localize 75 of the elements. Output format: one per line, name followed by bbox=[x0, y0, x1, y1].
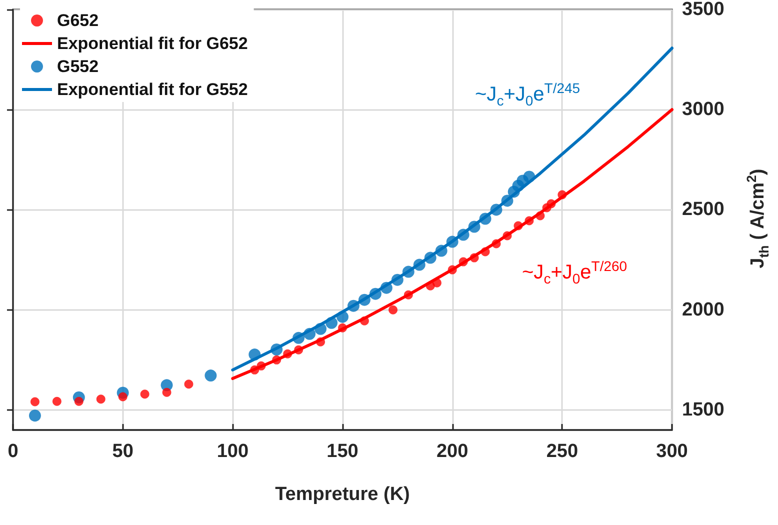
point bbox=[256, 361, 266, 370]
point bbox=[118, 392, 128, 402]
point bbox=[402, 266, 414, 278]
point bbox=[30, 397, 40, 406]
point bbox=[413, 258, 426, 271]
point bbox=[523, 170, 536, 183]
point bbox=[283, 349, 292, 358]
y-tick-label: 1500 bbox=[682, 399, 724, 420]
point bbox=[292, 332, 305, 344]
point bbox=[347, 300, 360, 312]
point bbox=[524, 216, 534, 226]
annotation: ~J$_{c}$+J$_{0}$e$^{T/245}$ bbox=[475, 80, 580, 109]
x-tick-label: 300 bbox=[656, 441, 688, 462]
point bbox=[304, 328, 316, 340]
point bbox=[446, 236, 458, 248]
point bbox=[162, 388, 172, 397]
point bbox=[338, 323, 347, 332]
point bbox=[490, 204, 502, 216]
point bbox=[314, 322, 327, 335]
x-tick-label: 100 bbox=[216, 441, 249, 462]
point bbox=[432, 278, 442, 288]
y-tick-label: 2000 bbox=[682, 299, 724, 320]
point bbox=[184, 380, 194, 389]
point bbox=[502, 231, 512, 240]
point bbox=[479, 212, 492, 225]
annotation: ~J$_{c}$+J$_{0}$e$^{T/260}$ bbox=[522, 258, 628, 287]
x-tick-label: 150 bbox=[326, 441, 358, 462]
point bbox=[74, 396, 84, 406]
x-tick-label: 50 bbox=[112, 441, 134, 462]
point bbox=[388, 305, 398, 314]
point bbox=[448, 265, 457, 274]
point bbox=[270, 344, 283, 356]
point bbox=[558, 190, 567, 200]
point bbox=[492, 239, 501, 248]
point bbox=[360, 316, 369, 326]
legend-label: G552 bbox=[57, 57, 99, 76]
legend-label: Exponential fit for G552 bbox=[57, 80, 248, 99]
x-tick-label: 200 bbox=[436, 441, 468, 462]
point bbox=[248, 348, 261, 361]
point bbox=[470, 253, 479, 262]
point bbox=[468, 220, 480, 233]
x-tick-label: 250 bbox=[546, 441, 578, 462]
point bbox=[435, 244, 448, 257]
legend-label: Exponential fit for G652 bbox=[57, 34, 248, 53]
x-axis-title: Tempreture (K) bbox=[275, 484, 410, 505]
point bbox=[140, 390, 150, 399]
point bbox=[28, 410, 41, 422]
point bbox=[404, 290, 413, 300]
point bbox=[536, 211, 545, 220]
point bbox=[458, 257, 468, 266]
point bbox=[358, 294, 370, 306]
point bbox=[294, 345, 304, 354]
y-tick-label: 3500 bbox=[682, 0, 724, 20]
point bbox=[204, 370, 217, 382]
point bbox=[369, 288, 382, 300]
point bbox=[380, 282, 392, 294]
y-tick-label: 3000 bbox=[682, 99, 724, 120]
line-series bbox=[231, 108, 674, 380]
point bbox=[96, 394, 106, 404]
x-tick-label: 0 bbox=[8, 441, 18, 462]
point bbox=[424, 252, 436, 264]
point bbox=[316, 337, 326, 346]
point bbox=[501, 194, 514, 207]
point bbox=[480, 247, 490, 256]
point bbox=[336, 310, 348, 323]
point bbox=[391, 274, 404, 286]
point bbox=[326, 316, 338, 329]
point bbox=[546, 199, 556, 208]
point bbox=[250, 365, 260, 374]
y-tick-label: 2500 bbox=[682, 199, 724, 220]
point bbox=[514, 221, 523, 230]
legend-label: G652 bbox=[57, 11, 99, 30]
point bbox=[272, 355, 282, 364]
point bbox=[457, 228, 470, 241]
point bbox=[52, 396, 62, 406]
